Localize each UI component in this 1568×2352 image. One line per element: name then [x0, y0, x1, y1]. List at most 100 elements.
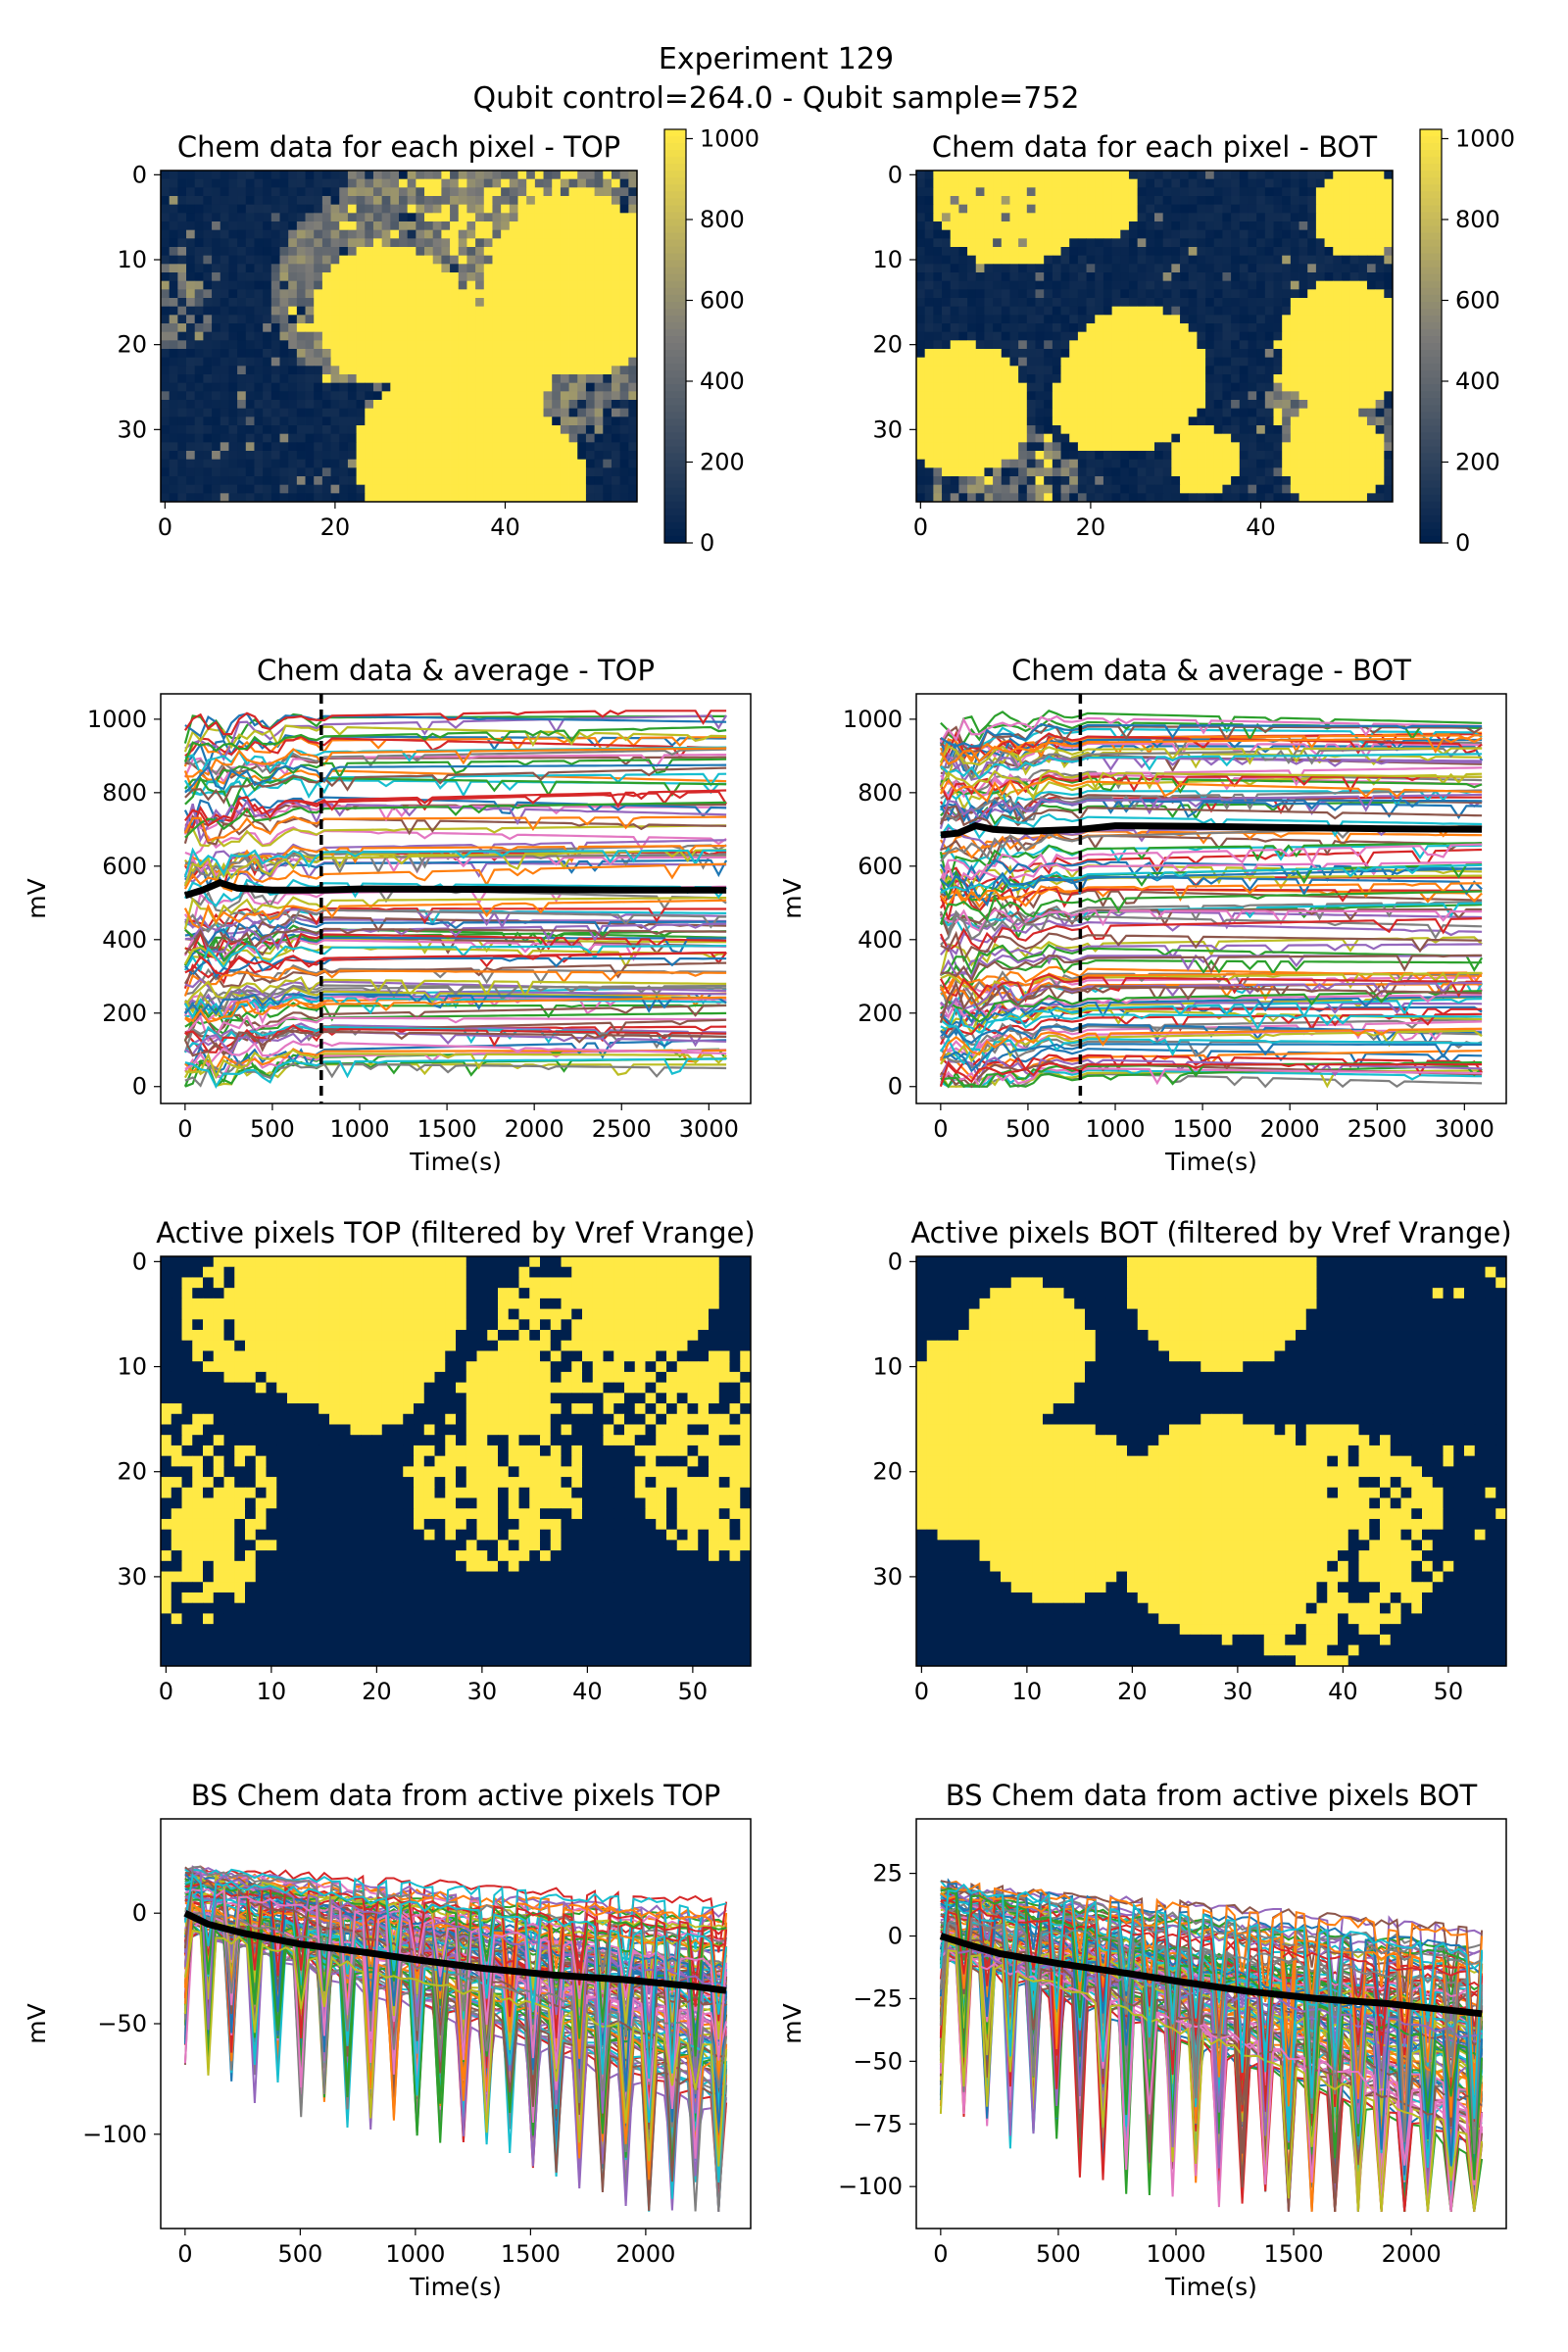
- heatmap-cell: [526, 280, 536, 290]
- heatmap-cell: [1188, 204, 1198, 214]
- colorbar-step: [1420, 164, 1442, 172]
- heatmap-cell: [212, 340, 221, 350]
- heatmap-cell: [305, 451, 315, 461]
- heatmap-cell: [1375, 255, 1385, 265]
- heatmap-cell: [186, 433, 196, 443]
- heatmap-cell: [1137, 229, 1147, 239]
- heatmap-cell: [177, 315, 187, 324]
- heatmap-cell: [372, 408, 383, 417]
- heatmap-cell: [526, 315, 536, 324]
- heatmap-cell: [568, 459, 578, 468]
- heatmap-cell: [1358, 171, 1368, 180]
- heatmap-cell: [1018, 178, 1028, 188]
- heatmap-cell: [424, 315, 434, 324]
- heatmap-cell: [169, 272, 178, 282]
- heatmap-cell: [161, 331, 171, 341]
- heatmap-cell: [619, 221, 629, 231]
- heatmap-cell: [594, 306, 604, 316]
- heatmap-cell: [1315, 459, 1325, 468]
- heatmap-cell: [1026, 451, 1036, 461]
- heatmap-cell: [1146, 340, 1155, 350]
- heatmap-cell: [501, 484, 511, 494]
- heatmap-cell: [1307, 349, 1317, 359]
- heatmap-cell: [1298, 213, 1308, 222]
- heatmap-cell: [1358, 408, 1368, 417]
- heatmap-cell: [1095, 400, 1104, 410]
- heatmap-cell: [628, 331, 638, 341]
- heatmap-cell: [1349, 204, 1359, 214]
- heatmap-cell: [1154, 382, 1164, 392]
- heatmap-cell: [458, 272, 467, 282]
- heatmap-cell: [950, 289, 959, 299]
- heatmap-cell: [390, 400, 400, 410]
- heatmap-cell: [228, 306, 238, 316]
- heatmap-cell: [169, 289, 178, 299]
- heatmap-cell: [458, 247, 467, 257]
- heatmap-cell: [288, 229, 298, 239]
- heatmap-cell: [993, 255, 1003, 265]
- heatmap-cell: [619, 272, 629, 282]
- heatmap-cell: [1018, 484, 1028, 494]
- heatmap-cell: [356, 315, 366, 324]
- heatmap-cell: [372, 247, 383, 257]
- heatmap-cell: [1128, 433, 1139, 443]
- colorbar-step: [664, 171, 686, 178]
- heatmap-cell: [534, 391, 544, 401]
- heatmap-cell: [1137, 247, 1147, 257]
- heatmap-cell: [237, 467, 247, 477]
- heatmap-cell: [611, 298, 621, 308]
- heatmap-cell: [203, 400, 213, 410]
- heatmap-cell: [475, 433, 485, 443]
- heatmap-cell: [508, 1266, 519, 1278]
- heatmap-cell: [381, 306, 391, 316]
- heatmap-cell: [509, 349, 518, 359]
- heatmap-cell: [381, 374, 391, 384]
- heatmap-cell: [407, 229, 416, 239]
- series-line: [940, 766, 1483, 799]
- heatmap-cell: [568, 178, 578, 188]
- heatmap-cell: [509, 298, 518, 308]
- heatmap-cell: [347, 289, 358, 299]
- series-line: [940, 981, 1483, 1011]
- heatmap-cell: [186, 289, 196, 299]
- heatmap-cell: [203, 247, 213, 257]
- heatmap-cell: [1366, 229, 1377, 239]
- heatmap-cell: [254, 238, 264, 248]
- heatmap-cell: [483, 255, 493, 265]
- heatmap-cell: [594, 315, 604, 324]
- colorbar-step: [1420, 308, 1442, 317]
- heatmap-cell: [1044, 451, 1054, 461]
- heatmap-cell: [1180, 213, 1190, 222]
- heatmap-cell: [1018, 255, 1028, 265]
- colorbar-step: [664, 412, 686, 419]
- heatmap-cell: [483, 374, 493, 384]
- heatmap-cell: [498, 1266, 510, 1278]
- heatmap-cell: [552, 408, 562, 417]
- heatmap-cell: [372, 289, 383, 299]
- heatmap-cell: [416, 459, 425, 468]
- heatmap-cell: [263, 493, 272, 503]
- heatmap-cell: [517, 264, 527, 273]
- heatmap-cell: [347, 213, 358, 222]
- heatmap-cell: [161, 382, 171, 392]
- heatmap-cell: [1358, 493, 1368, 503]
- series-line: [940, 832, 1483, 862]
- heatmap-cell: [924, 425, 934, 435]
- heatmap-cell: [924, 400, 934, 410]
- heatmap-cell: [1162, 264, 1172, 273]
- heatmap-cell: [441, 247, 451, 257]
- heatmap-cell: [1315, 408, 1325, 417]
- heatmap-cell: [1077, 221, 1087, 231]
- heatmap-cell: [1111, 467, 1121, 477]
- heatmap-cell: [1018, 298, 1028, 308]
- heatmap-cell: [1077, 467, 1087, 477]
- heatmap-cell: [1205, 238, 1215, 248]
- heatmap-cell: [568, 451, 578, 461]
- heatmap-cell: [1086, 459, 1096, 468]
- heatmap-cell: [339, 357, 349, 367]
- heatmap-cell: [950, 238, 959, 248]
- heatmap-cell: [1239, 451, 1249, 461]
- heatmap-cell: [568, 298, 578, 308]
- series-line: [939, 812, 1483, 840]
- series-line: [939, 1004, 1483, 1031]
